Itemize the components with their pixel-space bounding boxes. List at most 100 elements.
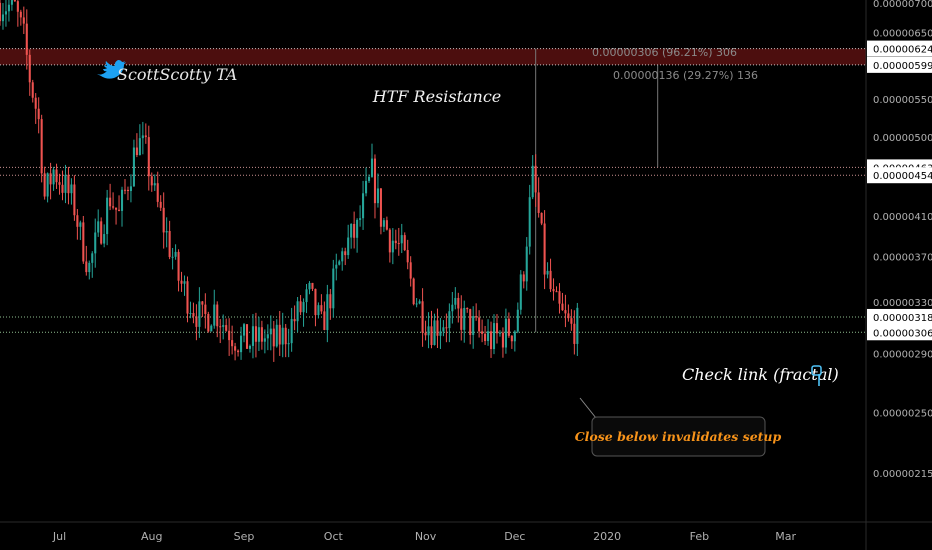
candle-body [457,297,460,309]
candle-117 [347,224,350,259]
candle-body [109,197,112,207]
candle-body [242,324,246,336]
candle-body [362,193,365,219]
candle-58 [171,247,174,270]
candle-63 [186,276,189,323]
candle-body [341,251,344,262]
candle-160 [475,303,478,321]
hand-palm [811,365,822,376]
candle-126 [373,154,377,219]
y-tick-label: 0.00000290 [873,350,932,361]
candle-109 [323,301,326,331]
candle-body [344,251,347,256]
candle-88 [260,320,263,350]
candle-150 [445,313,448,343]
candle-body [254,326,257,342]
candle-46 [135,133,138,158]
callout-pointer [579,397,597,419]
y-tick-label: 0.00000700 [873,0,932,10]
candle-49 [144,123,147,144]
candle-25 [73,175,76,221]
candle-30 [88,260,91,280]
candle-body [561,303,564,311]
candle-body [317,305,320,316]
candle-body [478,317,481,332]
candle-124 [367,174,371,183]
candle-body [323,311,326,330]
candle-body [284,327,287,345]
candle-body [49,173,52,185]
candle-body [112,206,115,208]
candle-86 [254,312,257,358]
candle-24 [70,178,73,205]
candle-106 [314,288,317,327]
candle-119 [353,211,356,249]
candle-89 [263,329,266,354]
candle-body [347,237,350,256]
candle-170 [504,308,507,354]
candle-body [183,281,186,284]
candle-154 [457,292,460,323]
candle-body [115,207,118,210]
candle-78 [231,325,234,355]
candle-85 [251,314,254,359]
candle-body [129,186,132,192]
candle-153 [454,287,457,310]
candle-164 [487,319,490,346]
candle-body [379,188,382,227]
candle-100 [296,297,299,333]
price-label-bg [867,40,932,57]
y-tick-label: 0.00000215 [873,469,932,480]
candle-136 [403,232,406,252]
candle-body [85,261,88,273]
candle-130 [385,216,388,231]
candle-body [540,212,543,224]
candle-123 [364,167,368,197]
candle-13 [37,97,40,134]
candle-147 [436,308,439,348]
candle-body [525,246,528,282]
price-label-text: 0.00000454 [873,171,932,182]
candle-55 [162,192,165,249]
candle-body [332,268,335,309]
candle-129 [382,217,385,232]
candle-body [76,215,79,227]
candle-body [162,207,165,233]
candle-182 [540,212,543,226]
candle-body [260,327,263,342]
candle-body [168,230,171,257]
candle-169 [501,327,504,358]
candle-body [513,331,516,342]
candle-body [534,165,537,193]
candle-body [370,158,374,177]
candle-142 [421,288,424,347]
candle-110 [326,284,329,343]
candle-body [34,97,37,109]
candle-body [117,209,121,211]
check-link-label: Check link (fractal) [682,365,839,384]
candle-64 [189,301,192,319]
candle-8 [22,6,25,35]
candle-132 [391,228,394,265]
candle-body [311,282,314,289]
candle-73 [216,301,219,338]
candle-41 [120,186,124,227]
candle-body [406,250,409,263]
candle-22 [64,164,67,204]
candle-body [442,327,445,332]
candle-body [439,331,442,336]
watermark-label: ScottScotty TA [117,65,237,84]
candle-144 [427,312,430,349]
candle-168 [498,330,502,337]
price-label-bg [867,324,932,341]
candle-71 [210,324,213,332]
candle-145 [430,310,433,349]
candle-body [228,330,231,341]
candle-44 [129,174,132,203]
candle-body [484,333,487,342]
candle-122 [362,180,365,230]
candle-47 [138,124,141,156]
candle-body [466,307,469,310]
candle-9 [25,9,28,70]
